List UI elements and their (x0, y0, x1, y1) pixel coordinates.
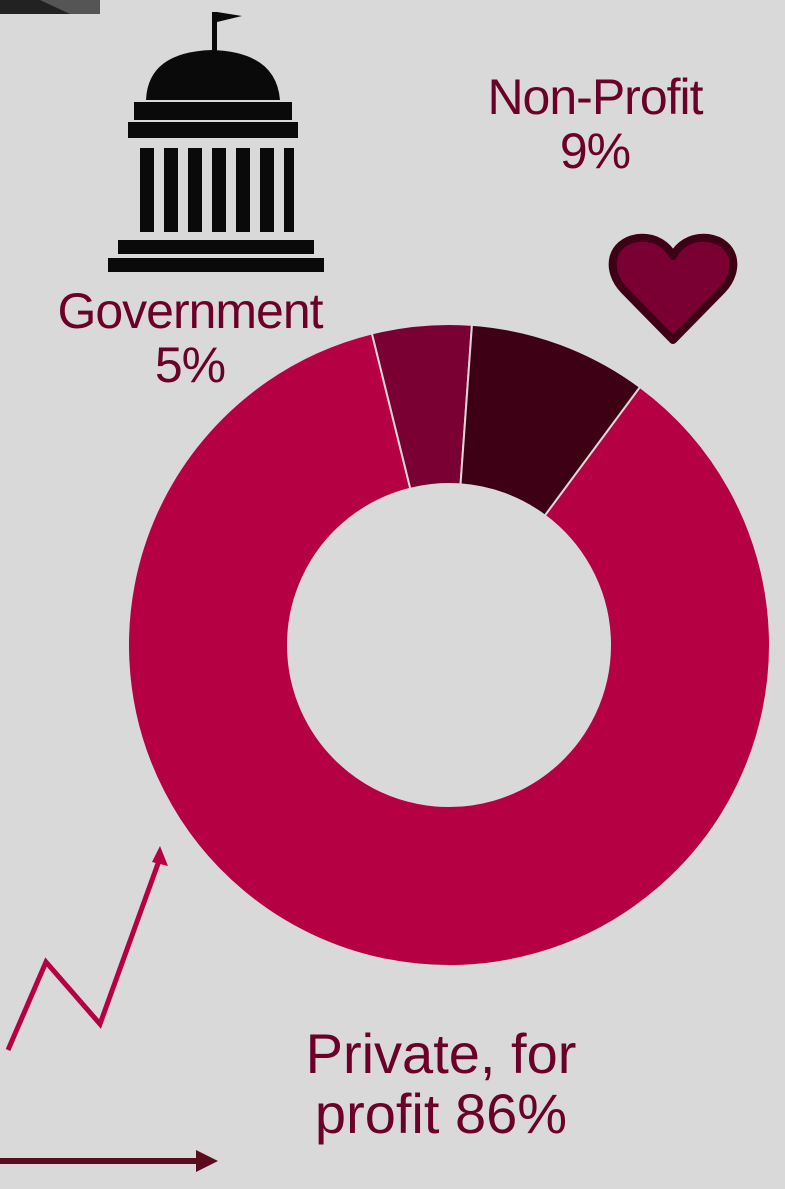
nonprofit-label: Non-Profit 9% (440, 70, 750, 178)
nonprofit-label-percent: 9% (559, 123, 631, 179)
private-slice (127, 332, 771, 967)
private-label-line1: Private, for (305, 1022, 577, 1085)
nonprofit-slice (459, 323, 642, 517)
nonprofit-label-name: Non-Profit (487, 69, 703, 125)
private-label-line2: profit 86% (314, 1082, 568, 1146)
government-label-percent: 5% (154, 337, 226, 393)
government-label-name: Government (57, 283, 323, 339)
corner-tab-highlight (40, 0, 100, 14)
private-label: Private, for profit 86% (256, 1022, 626, 1146)
government-label: Government 5% (0, 284, 380, 392)
